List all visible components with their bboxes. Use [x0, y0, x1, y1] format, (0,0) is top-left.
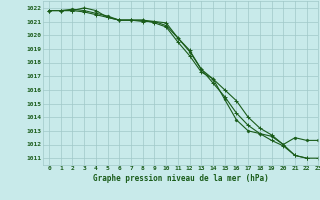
- X-axis label: Graphe pression niveau de la mer (hPa): Graphe pression niveau de la mer (hPa): [93, 174, 269, 183]
